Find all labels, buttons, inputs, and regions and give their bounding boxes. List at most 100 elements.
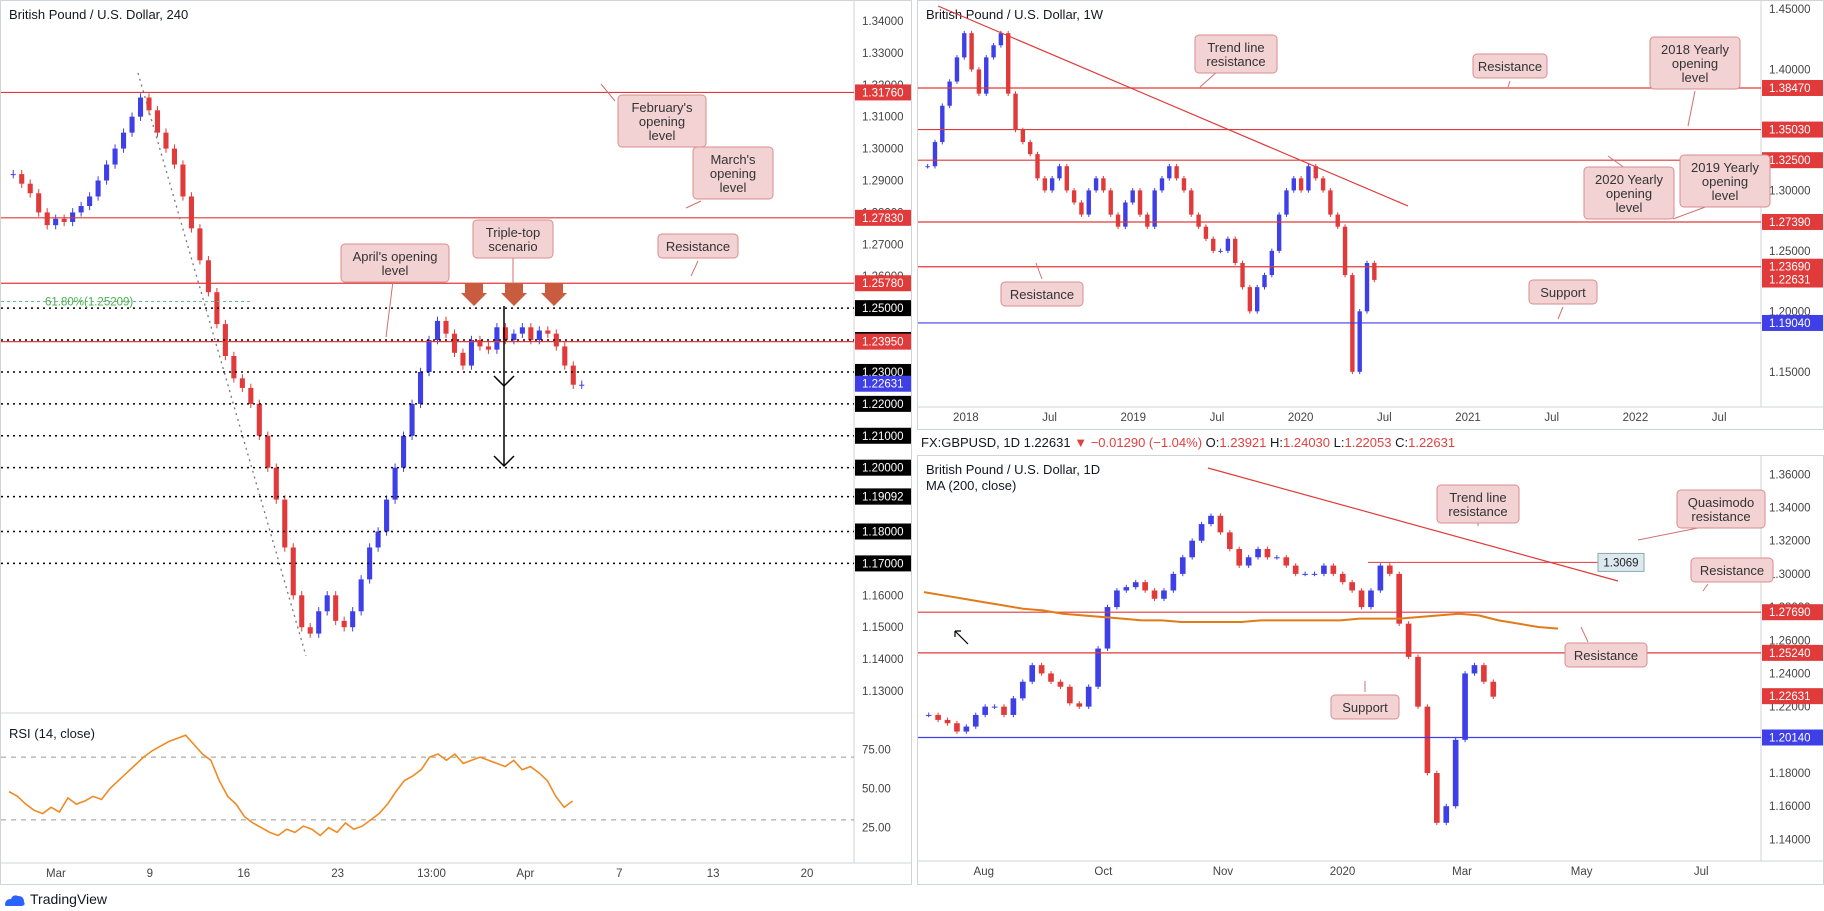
note-2018-pointer — [1687, 90, 1696, 127]
x-tick-label: May — [1571, 866, 1593, 878]
level-price-tag — [855, 427, 911, 444]
candle-body — [1042, 178, 1048, 191]
candle-body — [1123, 202, 1128, 227]
note-resistance-low-text: Resistance — [1010, 287, 1074, 302]
x-tick-label: 2022 — [1623, 412, 1649, 424]
candle-body — [935, 714, 941, 720]
x-tick-label: 20 — [801, 868, 814, 880]
candle-body — [1057, 166, 1062, 179]
candle-body — [1006, 33, 1011, 94]
h4-chart-svg[interactable]: British Pound / U.S. Dollar, 240 1.34000 1… — [1, 1, 912, 885]
note-2019-box — [1679, 154, 1771, 208]
symbol-info-strip: FX:GBPUSD, 1D 1.22631 ▼ −0.01290 (−1.04%… — [917, 433, 1824, 453]
candle-body — [477, 340, 483, 347]
level-price-tag — [855, 300, 911, 317]
candle-body — [409, 403, 415, 436]
y-tick-label: 1.32000 — [1769, 536, 1811, 548]
y-tick-label: 1.18000 — [1769, 768, 1811, 780]
close-label: C: — [1395, 435, 1409, 450]
candle-body — [146, 97, 152, 111]
chart-subtitle: MA (200, close) — [926, 478, 1016, 493]
x-tick-label: 23 — [331, 868, 344, 880]
level-price-label: 1.25780 — [862, 278, 904, 290]
y-tick-label: 1.31000 — [862, 112, 904, 124]
x-tick-label: Jul — [1210, 412, 1225, 424]
weekly-chart-panel[interactable]: British Pound / U.S. Dollar, 1W 1.45000 1.… — [917, 0, 1824, 430]
note-february-box — [617, 94, 707, 148]
candle-body — [1189, 190, 1194, 215]
candle-body — [1001, 706, 1007, 715]
rsi-line — [8, 734, 574, 837]
y-tick-label: 1.24000 — [1769, 668, 1811, 680]
candle-body — [579, 384, 585, 386]
candle-body — [1364, 262, 1370, 312]
candle-body — [528, 327, 534, 341]
note-resistance-top-text: Resistance — [1478, 59, 1542, 74]
y-tick-label: 1.16000 — [862, 590, 904, 602]
candle-body — [1013, 93, 1018, 130]
note-resistance-low-pointer — [1035, 262, 1043, 280]
candle-body — [392, 467, 398, 500]
y-tick-label: 1.16000 — [1769, 801, 1811, 813]
h4-chart-panel[interactable]: British Pound / U.S. Dollar, 240 1.34000 1… — [0, 0, 912, 885]
level-price-label: 1.27690 — [1769, 607, 1811, 619]
brand-name[interactable]: TradingView — [30, 891, 108, 907]
candle-body — [1298, 178, 1304, 191]
y-tick-label: 1.30000 — [1769, 569, 1811, 581]
candle-body — [1142, 582, 1148, 591]
level-price-label: 1.25240 — [1769, 648, 1811, 660]
candle-body — [78, 206, 84, 213]
level-price-label: 1.25000 — [862, 303, 904, 315]
rsi-y-tick: 50.00 — [862, 784, 891, 796]
y-tick-label: 1.26000 — [1769, 635, 1811, 647]
candle-body — [104, 164, 110, 181]
x-tick-label: 16 — [237, 868, 250, 880]
candle-body — [494, 327, 500, 350]
candle-body — [1181, 178, 1187, 191]
candle-body — [1170, 573, 1177, 591]
note-resistance-pointer — [690, 260, 699, 277]
daily-chart-panel[interactable]: British Pound / U.S. Dollar, 1D MA (200, … — [917, 455, 1824, 885]
candle-body — [197, 228, 203, 261]
candle-body — [231, 356, 237, 379]
candle-body — [1085, 686, 1092, 707]
candle-body — [1358, 590, 1365, 608]
candle-body — [273, 467, 279, 500]
level-price-tag — [855, 488, 911, 505]
level-price-tag — [855, 375, 911, 392]
note-support-pointer — [1557, 306, 1564, 320]
note-support-box — [1528, 279, 1598, 305]
note-resistance-upper-box — [1690, 557, 1774, 583]
rsi-y-tick: 25.00 — [862, 823, 891, 835]
level-price-tag — [1762, 271, 1823, 288]
level-price-label: 1.20000 — [862, 463, 904, 475]
candle-body — [333, 595, 339, 621]
candle-body — [1462, 673, 1468, 740]
level-price-tag — [855, 395, 911, 412]
note-support-box — [1330, 694, 1400, 720]
tradingview-cloud-icon[interactable] — [2, 889, 28, 911]
level-price-label: 1.18000 — [862, 527, 904, 539]
level-price-tag — [1762, 729, 1823, 746]
candle-body — [214, 292, 220, 325]
note-resistance-upper-text: Resistance — [1700, 563, 1764, 578]
candle-body — [1377, 565, 1384, 591]
candle-body — [969, 33, 974, 70]
candle-body — [61, 218, 67, 222]
candle-body — [963, 726, 970, 732]
level-price-tag — [1762, 688, 1823, 705]
candle-body — [1236, 548, 1243, 566]
chevron-down-icon — [493, 455, 515, 468]
x-tick-label: Mar — [1452, 866, 1472, 878]
candle-body — [1291, 178, 1296, 191]
candle-body — [112, 148, 118, 165]
quasimodo-label: 1.3069 — [1603, 557, 1638, 569]
rsi-title: RSI (14, close) — [9, 726, 95, 741]
candle-body — [239, 378, 245, 388]
candle-body — [1049, 178, 1055, 191]
weekly-chart-svg[interactable]: British Pound / U.S. Dollar, 1W 1.45000 1.… — [918, 1, 1824, 430]
candle-body — [1481, 665, 1487, 682]
x-tick-label: Mar — [46, 868, 66, 880]
level-price-tag — [855, 275, 911, 292]
